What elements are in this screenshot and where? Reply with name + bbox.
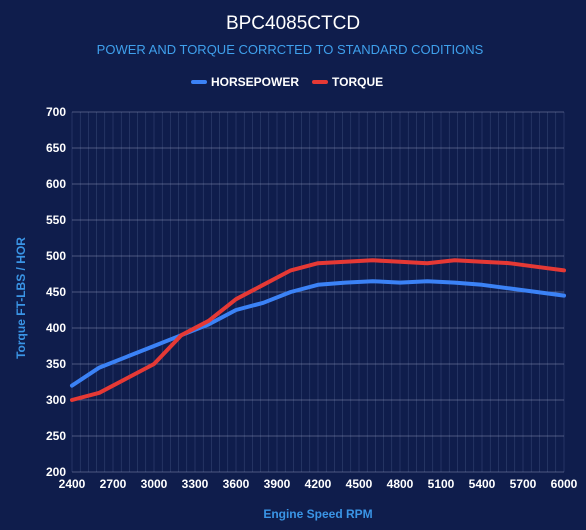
y-tick-label: 600: [46, 177, 66, 191]
chart-title: BPC4085CTCD: [226, 13, 360, 34]
legend-label-torque: TORQUE: [332, 75, 383, 89]
legend: HORSEPOWER TORQUE: [191, 75, 383, 89]
y-tick-label: 700: [46, 105, 66, 119]
x-tick-label: 3900: [264, 477, 291, 491]
x-tick-label: 3300: [182, 477, 209, 491]
x-tick-label: 3600: [223, 477, 250, 491]
series-line-torque: [70, 258, 566, 402]
y-tick-label: 350: [46, 357, 66, 371]
x-tick-label: 5100: [428, 477, 455, 491]
x-axis-title: Engine Speed RPM: [263, 507, 372, 521]
y-axis-title: Torque FT-LBS / HOR: [14, 237, 28, 359]
x-tick-label: 4800: [387, 477, 414, 491]
x-tick-labels: 2400 2700 3000 3300 3600 3900 4200 4500 4800 5100…: [59, 477, 578, 491]
grid: [71, 111, 565, 473]
x-tick-label: 4500: [346, 477, 373, 491]
chart-subtitle: POWER AND TORQUE CORRCTED TO STANDARD CO…: [97, 42, 484, 57]
y-tick-label: 300: [46, 393, 66, 407]
series-line-horsepower: [70, 279, 566, 388]
y-tick-label: 550: [46, 213, 66, 227]
x-tick-label: 4200: [305, 477, 332, 491]
y-tick-label: 450: [46, 285, 66, 299]
x-tick-label: 6000: [551, 477, 578, 491]
y-tick-label: 250: [46, 429, 66, 443]
y-tick-label: 650: [46, 141, 66, 155]
legend-label-horsepower: HORSEPOWER: [211, 75, 299, 89]
y-tick-label: 200: [46, 465, 66, 479]
x-tick-label: 5700: [510, 477, 537, 491]
y-tick-label: 400: [46, 321, 66, 335]
x-tick-label: 2400: [59, 477, 86, 491]
x-tick-label: 2700: [100, 477, 127, 491]
y-tick-label: 500: [46, 249, 66, 263]
x-tick-label: 3000: [141, 477, 168, 491]
y-tick-labels: 200 250 300 350 400 450 500 550 600 650 700: [46, 105, 66, 479]
x-tick-label: 5400: [469, 477, 496, 491]
series-group: [70, 258, 566, 402]
